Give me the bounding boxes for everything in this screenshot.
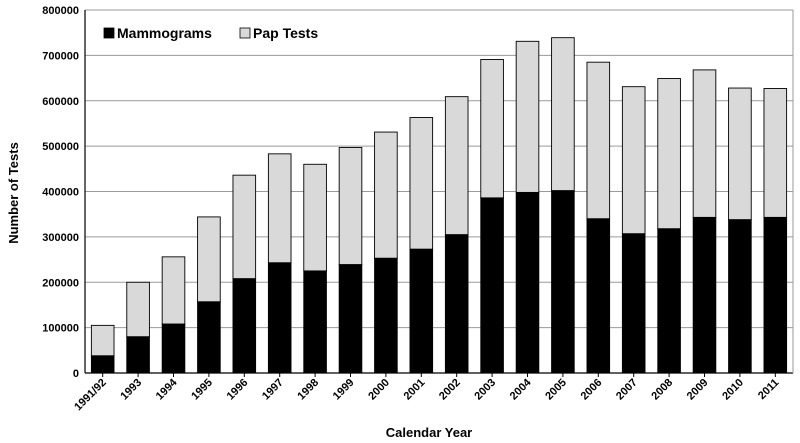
y-tick-label: 200000 <box>42 277 79 289</box>
x-tick-label: 2008 <box>649 377 675 403</box>
bar-mammograms <box>90 355 115 374</box>
x-tick-label: 1993 <box>118 377 144 403</box>
x-tick-label: 2004 <box>508 376 534 402</box>
bar-mammograms <box>763 216 788 374</box>
legend-swatch-mammograms <box>103 27 115 39</box>
bar-pap-tests <box>444 96 469 236</box>
x-tick-label: 2005 <box>543 377 569 403</box>
bar-pap-tests <box>657 78 681 230</box>
y-tick-label: 100000 <box>42 323 79 335</box>
bar-mammograms <box>444 234 469 374</box>
bar-mammograms <box>338 264 363 374</box>
x-tick-label: 1996 <box>225 377 251 403</box>
x-tick-label: 2001 <box>402 377 428 403</box>
legend: Mammograms Pap Tests <box>103 25 318 41</box>
x-axis-title: Calendar Year <box>386 425 472 440</box>
x-tick-label: 2010 <box>720 377 746 403</box>
bar-pap-tests <box>374 131 398 259</box>
y-tick-label: 600000 <box>42 96 79 108</box>
y-tick-label: 700000 <box>42 50 79 62</box>
bar-mammograms <box>126 336 150 374</box>
bar-pap-tests <box>232 174 257 280</box>
bar-pap-tests <box>763 88 788 218</box>
bar-mammograms <box>515 191 540 374</box>
axes <box>84 10 794 377</box>
bar-mammograms <box>621 233 646 374</box>
bars <box>90 37 788 374</box>
y-tick-labels: 0 100000 200000 300000 400000 500000 600000 700… <box>42 5 79 380</box>
x-tick-label: 1997 <box>260 377 286 403</box>
bar-pap-tests <box>338 147 363 266</box>
legend-label-pap-tests: Pap Tests <box>253 25 318 41</box>
legend-label-mammograms: Mammograms <box>117 25 212 41</box>
x-tick-label: 2003 <box>472 377 498 403</box>
bar-pap-tests <box>728 87 752 221</box>
bar-mammograms <box>692 216 717 374</box>
bar-pap-tests <box>267 153 292 264</box>
bar-pap-tests <box>90 324 115 357</box>
bar-pap-tests <box>586 61 611 220</box>
x-tick-label: 2011 <box>756 377 781 402</box>
bar-pap-tests <box>480 59 504 199</box>
y-tick-label: 800000 <box>42 5 79 17</box>
y-tick-label: 300000 <box>42 232 79 244</box>
x-tick-label: 1994 <box>154 376 180 402</box>
x-tick-label: 2002 <box>437 377 463 403</box>
bar-mammograms <box>409 248 434 374</box>
gridlines <box>85 9 793 374</box>
bar-pap-tests <box>161 256 186 325</box>
bar-pap-tests <box>515 40 540 193</box>
bar-mammograms <box>551 190 575 374</box>
y-tick-label: 500000 <box>42 141 79 153</box>
bar-mammograms <box>197 301 221 374</box>
bar-mammograms <box>480 197 504 374</box>
x-tick-label: 1995 <box>189 377 215 403</box>
x-tick-label: 1998 <box>295 377 321 403</box>
bar-mammograms <box>728 219 752 374</box>
bar-pap-tests <box>551 37 575 192</box>
bar-mammograms <box>232 278 257 374</box>
bar-pap-tests <box>303 163 327 272</box>
x-tick-label: 2006 <box>579 377 605 403</box>
x-tick-label: 2007 <box>614 377 640 403</box>
x-tick-label: 2009 <box>685 377 711 403</box>
bar-pap-tests <box>409 117 434 250</box>
legend-swatch-pap-tests <box>239 27 251 39</box>
x-tick-label: 1991/92 <box>72 377 109 414</box>
bar-pap-tests <box>197 216 221 303</box>
bar-mammograms <box>267 262 292 374</box>
bar-mammograms <box>657 228 681 374</box>
y-tick-label: 400000 <box>42 187 79 199</box>
y-tick-label: 0 <box>73 368 79 380</box>
bar-pap-tests <box>126 281 150 338</box>
bar-mammograms <box>161 323 186 374</box>
bar-pap-tests <box>692 69 717 218</box>
bar-pap-tests <box>621 86 646 235</box>
x-tick-label: 1999 <box>331 377 357 403</box>
bar-mammograms <box>374 257 398 374</box>
x-tick-labels: 1991/92 1993 1994 1995 1996 1997 1998 1999 2000 2… <box>72 376 781 413</box>
x-tick-label: 2000 <box>366 377 392 403</box>
y-axis-title: Number of Tests <box>6 142 21 244</box>
bar-mammograms <box>586 218 611 374</box>
bar-mammograms <box>303 270 327 374</box>
